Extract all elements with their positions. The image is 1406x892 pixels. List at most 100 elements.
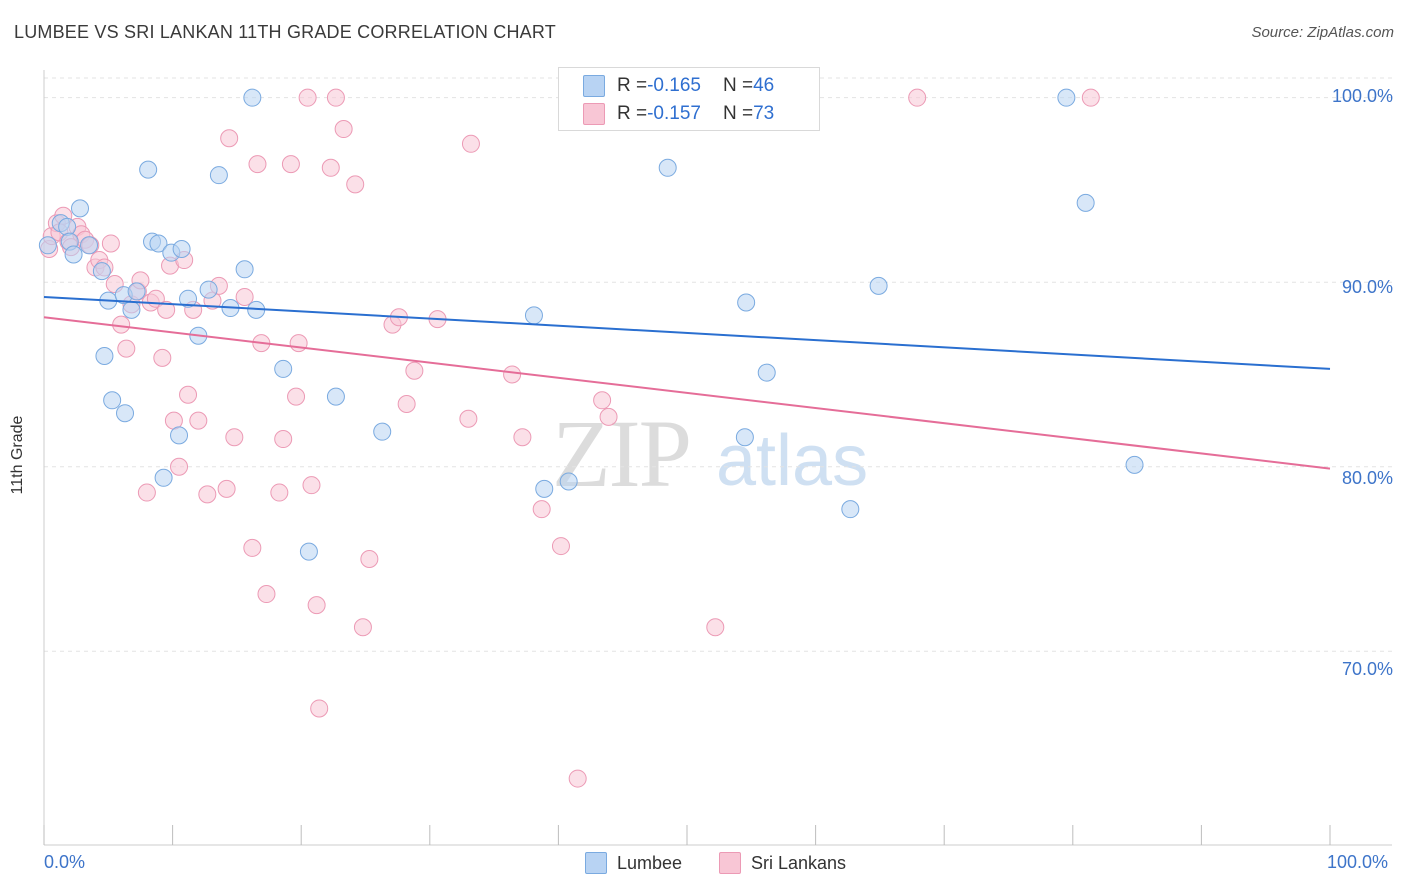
srilankans-point-55 <box>334 120 353 139</box>
srilankans-point-54 <box>326 88 345 107</box>
lumbee-point-10 <box>103 391 122 410</box>
lumbee-point-38 <box>735 428 754 447</box>
bottom-lumbee-label: Lumbee <box>617 852 683 873</box>
lumbee-point-13 <box>122 300 141 319</box>
x-tick-label-max: 100.0% <box>1327 852 1389 872</box>
lumbee-point-43 <box>1057 88 1076 107</box>
lumbee-point-17 <box>149 234 168 253</box>
bottom-legend-lumbee: Lumbee <box>585 852 682 874</box>
lumbee-point-24 <box>199 280 218 299</box>
srilankans-point-72 <box>599 407 618 426</box>
source-label: Source: ZipAtlas.com <box>1251 24 1394 41</box>
lumbee-point-25 <box>209 166 228 185</box>
bottom-srilankans-label: Sri Lankans <box>751 852 847 873</box>
srilankans-point-73 <box>706 618 725 637</box>
series-lumbee-points <box>38 88 1144 561</box>
y-tick-label-70: 70.0% <box>1341 659 1393 679</box>
lumbee-point-8 <box>95 347 114 366</box>
lumbee-point-0 <box>38 236 57 255</box>
srilankans-point-74 <box>908 88 927 107</box>
srilankans-r-value: -0.157 <box>647 103 701 124</box>
chart-title: LUMBEE VS SRI LANKAN 11TH GRADE CORRELAT… <box>14 22 556 42</box>
series-srilankans-points <box>40 88 1100 788</box>
lumbee-point-31 <box>299 542 318 561</box>
lumbee-point-27 <box>235 260 254 279</box>
lumbee-point-34 <box>524 306 543 325</box>
srilankans-point-64 <box>459 409 478 428</box>
srilankans-point-61 <box>397 394 416 413</box>
srilankans-point-66 <box>503 365 522 384</box>
lumbee-point-39 <box>737 293 756 312</box>
srilankans-point-75 <box>1081 88 1100 107</box>
srilankans-r-label: R = <box>617 103 648 124</box>
lumbee-point-12 <box>116 404 135 423</box>
srilankans-trend-line <box>43 316 1331 470</box>
srilankans-point-65 <box>461 134 480 153</box>
srilankans-point-62 <box>405 361 424 380</box>
watermark-zip: ZIP <box>552 400 692 507</box>
srilankans-point-32 <box>189 411 208 430</box>
srilankans-point-24 <box>153 348 172 367</box>
srilankans-point-46 <box>281 155 300 174</box>
lumbee-point-22 <box>179 289 198 308</box>
srilankans-point-21 <box>137 483 156 502</box>
lumbee-point-33 <box>373 422 392 441</box>
srilankans-point-28 <box>170 457 189 476</box>
srilankans-point-57 <box>353 618 372 637</box>
srilankans-point-53 <box>321 158 340 177</box>
lumbee-point-5 <box>71 199 90 218</box>
lumbee-n-label: N = <box>722 75 754 96</box>
srilankans-point-70 <box>568 769 587 788</box>
trend-lines <box>43 295 1331 470</box>
srilankans-point-47 <box>287 387 306 406</box>
srilankans-point-56 <box>346 175 365 194</box>
lumbee-trend-line <box>43 295 1331 370</box>
srilankans-point-30 <box>179 385 198 404</box>
srilankans-point-67 <box>513 428 532 447</box>
srilankans-point-33 <box>198 485 217 504</box>
srilankans-point-68 <box>532 500 551 519</box>
srilankans-point-17 <box>117 339 136 358</box>
srilankans-point-50 <box>302 476 321 495</box>
srilankans-point-51 <box>307 596 326 615</box>
srilankans-point-44 <box>270 483 289 502</box>
lumbee-point-45 <box>1125 455 1144 474</box>
x-tick-label-min: 0.0% <box>44 852 86 872</box>
srilankans-point-52 <box>310 699 329 718</box>
srilankans-point-49 <box>298 88 317 107</box>
bottom-lumbee-swatch <box>585 852 607 874</box>
srilankans-point-58 <box>360 549 379 568</box>
y-tick-label-80: 80.0% <box>1341 468 1393 488</box>
lumbee-point-40 <box>757 363 776 382</box>
lumbee-point-2 <box>58 217 77 236</box>
axes <box>43 70 1392 846</box>
bottom-srilankans-swatch <box>719 852 741 874</box>
stats-legend: R = -0.165 N = 46 R = -0.157 N = 73 <box>558 67 820 131</box>
lumbee-r-label: R = <box>617 75 648 96</box>
srilankans-point-45 <box>274 430 293 449</box>
lumbee-point-44 <box>1076 193 1095 212</box>
lumbee-point-32 <box>326 387 345 406</box>
lumbee-point-4 <box>64 245 83 264</box>
srilankans-point-41 <box>248 155 267 174</box>
lumbee-point-37 <box>658 158 677 177</box>
lumbee-r-value: -0.165 <box>647 75 701 96</box>
lumbee-swatch <box>583 75 605 97</box>
srilankans-point-14 <box>101 234 120 253</box>
srilankans-point-37 <box>220 129 239 148</box>
bottom-legend-srilankans: Sri Lankans <box>719 852 846 874</box>
lumbee-point-21 <box>172 239 191 258</box>
srilankans-n-label: N = <box>722 103 754 124</box>
grid-lines <box>44 77 1392 652</box>
lumbee-point-14 <box>127 282 146 301</box>
srilankans-point-40 <box>243 538 262 557</box>
lumbee-point-18 <box>154 468 173 487</box>
lumbee-point-35 <box>535 479 554 498</box>
lumbee-point-41 <box>841 500 860 519</box>
srilankans-point-39 <box>235 287 254 306</box>
legend-row-srilankans: R = -0.157 N = 73 <box>583 102 774 126</box>
lumbee-n-value: 46 <box>753 75 775 96</box>
srilankans-point-38 <box>225 428 244 447</box>
srilankans-point-43 <box>257 585 276 604</box>
lumbee-point-30 <box>274 359 293 378</box>
